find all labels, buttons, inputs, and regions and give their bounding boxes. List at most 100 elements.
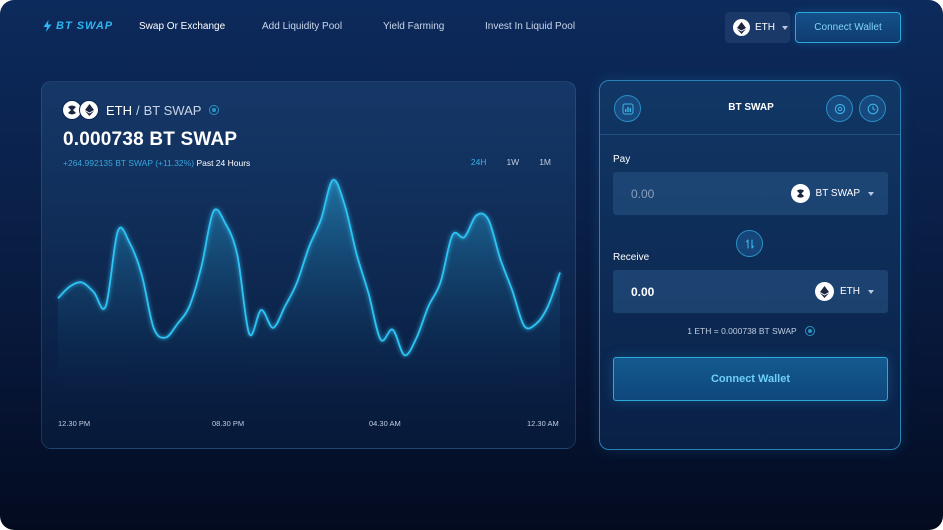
history-button[interactable] [859,95,886,122]
chart-point [249,333,250,334]
chart-series-line [57,179,561,357]
chart-point [404,355,405,356]
receive-token-selector[interactable]: ETH [815,282,874,301]
nav-swap-exchange[interactable]: Swap Or Exchange [139,21,226,32]
pay-token-selector[interactable]: BT SWAP [790,184,874,203]
connect-wallet-button[interactable]: Connect Wallet [795,12,901,43]
chart-point [464,237,465,238]
receive-amount-input[interactable]: 0.00 [631,284,655,299]
chart-point [285,306,286,307]
chart-point [296,282,297,283]
pay-token-label: BT SWAP [815,188,860,199]
chart-point [416,337,417,338]
chart-point [368,294,369,295]
range-tabs: 24H 1W 1M [471,157,551,167]
chart-point [93,292,94,293]
chart-toggle-button[interactable] [614,95,641,122]
chart-point [344,205,345,206]
clock-icon [867,103,878,114]
top-nav: BT SWAP Swap Or Exchange Add Liquidity P… [0,0,943,56]
x-tick-label: 04.30 AM [369,419,401,428]
chart-point [308,246,309,247]
x-tick-label: 08.30 PM [212,419,245,428]
chart-area-fill [58,179,560,400]
receive-field[interactable]: 0.00 ETH [613,270,888,313]
exchange-rate: 1 ETH = 0.000738 BT SWAP [600,326,900,336]
pay-amount-input[interactable]: 0.00 [631,186,655,201]
chart-point [237,254,238,255]
pay-label: Pay [613,154,631,165]
bar-chart-icon [622,103,633,114]
price-change-period: Past 24 Hours [196,158,251,168]
chart-point [57,298,58,299]
ethereum-icon [79,100,99,120]
chart-point [273,327,274,328]
chart-point [524,325,525,326]
nav-invest-liquid-pool[interactable]: Invest In Liquid Pool [485,21,576,32]
pay-field[interactable]: 0.00 BT SWAP [613,172,888,215]
brand-logo[interactable]: BT SWAP [43,20,113,32]
pair-quote: BT SWAP [143,102,202,118]
chart-point [153,327,154,328]
x-axis-labels: 12.30 PM 08.30 PM 04.30 AM 12.30 AM [42,419,575,431]
network-label: ETH [755,22,775,33]
price-change: +264.992135 BT SWAP (+11.32%) Past 24 Ho… [63,158,250,168]
chart-point [500,258,501,259]
brand-name: BT SWAP [56,20,114,32]
chart-point [201,266,202,267]
chevron-down-icon [868,191,874,196]
chart-point [117,231,118,232]
tab-24h[interactable]: 24H [470,157,487,167]
tab-1m[interactable]: 1M [539,157,551,167]
chart-point [536,323,537,324]
chart-series-layer [57,179,561,400]
swap-connect-wallet-button[interactable]: Connect Wallet [613,357,888,401]
chart-point [225,223,226,224]
pair-header: ETH / BT SWAP [62,100,220,120]
x-tick-label: 12.30 PM [58,419,91,428]
chart-point [129,242,130,243]
chart-point [320,219,321,220]
chart-point [141,274,142,275]
chart-point [213,211,214,212]
settings-button[interactable] [826,95,853,122]
receive-token-label: ETH [840,286,860,297]
chart-point [559,272,560,273]
info-icon[interactable] [209,105,220,115]
network-selector[interactable]: ETH [725,12,790,43]
price-chart [57,179,561,400]
chart-point [81,282,82,283]
chart-point [512,290,513,291]
chevron-down-icon [782,25,788,30]
ethereum-icon [733,19,750,36]
chart-point [261,309,262,310]
x-tick-label: 12.30 AM [527,419,559,428]
ethereum-icon [815,282,834,301]
chart-point [488,219,489,220]
chevron-down-icon [868,289,874,294]
swap-title: BT SWAP [728,102,774,113]
chart-point [356,254,357,255]
tab-1w[interactable]: 1W [506,157,520,167]
pair-base: ETH [106,102,132,118]
pair-label: ETH / BT SWAP [106,102,220,118]
swap-header: BT SWAP [600,81,900,135]
chart-point [547,306,548,307]
receive-label: Receive [613,252,650,263]
info-icon[interactable] [804,326,815,336]
chart-point [177,323,178,324]
pair-separator: / [136,102,140,118]
nav-yield-farming[interactable]: Yield Farming [383,21,445,32]
chart-point [440,282,441,283]
swap-card: BT SWAP Pay 0.00 BT SWAP [599,80,901,450]
settings-icon [834,103,845,114]
bolt-icon [43,20,52,32]
chart-point [165,337,166,338]
chart-point [105,306,106,307]
swap-arrows-icon [745,238,754,249]
chart-point [392,329,393,330]
nav-add-liquidity[interactable]: Add Liquidity Pool [262,21,343,32]
chart-point [189,306,190,307]
switch-tokens-button[interactable] [736,230,763,257]
